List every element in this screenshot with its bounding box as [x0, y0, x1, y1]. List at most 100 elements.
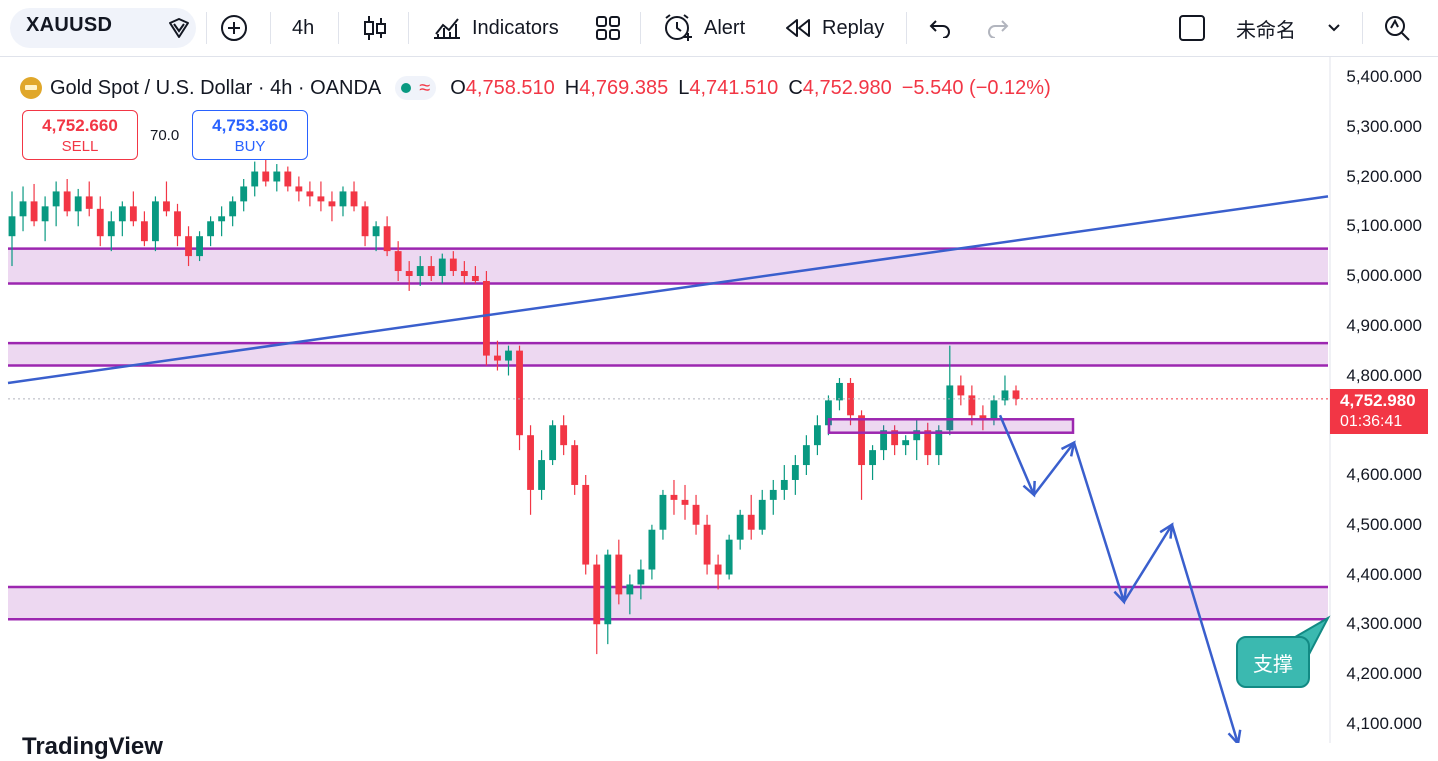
candle-body [240, 186, 248, 202]
candle-body [460, 271, 468, 276]
quick-search-icon[interactable] [1382, 0, 1412, 56]
candle-body [560, 425, 568, 446]
buy-price: 4,753.360 [212, 116, 288, 135]
candle-body [791, 465, 799, 480]
candle-body [714, 564, 722, 575]
layout-square-icon[interactable] [1178, 0, 1206, 56]
candle-body [163, 201, 170, 212]
candle-body [328, 201, 336, 207]
candle-body [273, 171, 281, 182]
toolbar-divider [408, 12, 409, 44]
projection-arrowhead [1060, 440, 1076, 457]
indicators-button[interactable]: Indicators [432, 0, 559, 56]
alert-button[interactable]: Alert [662, 0, 745, 56]
candle-body [659, 494, 667, 530]
low-value: 4,741.510 [689, 76, 779, 99]
candle-body [968, 395, 976, 416]
close-label: C [788, 76, 803, 99]
candle-body [494, 355, 501, 361]
chevron-down-icon[interactable] [1326, 0, 1342, 56]
price-axis-label: 4,800.000 [1346, 365, 1422, 385]
market-open-icon [401, 83, 412, 93]
indicators-label: Indicators [472, 16, 559, 39]
open-value: 4,758.510 [465, 76, 555, 99]
replay-label: Replay [822, 16, 885, 39]
layouts-grid-icon[interactable] [594, 0, 622, 56]
sell-price: 4,752.660 [42, 116, 118, 135]
symbol-search-box[interactable] [10, 8, 196, 48]
candle-body [471, 276, 479, 281]
price-axis-label: 4,600.000 [1346, 465, 1422, 484]
projection-arrowhead [1159, 522, 1174, 539]
candle-body [350, 191, 358, 207]
projection-arrowhead [1227, 729, 1242, 743]
candle-body [295, 186, 303, 192]
add-symbol-icon[interactable] [220, 0, 248, 56]
current-price-value: 4,752.980 [1340, 391, 1416, 410]
low-label: L [678, 76, 690, 99]
candle-body [74, 196, 82, 212]
toolbar-divider [206, 12, 207, 44]
projection-arrowhead [1113, 587, 1128, 605]
candle-body [52, 191, 60, 207]
candle-body [538, 460, 546, 490]
candle-body [196, 236, 203, 257]
candles-chart-type-icon[interactable] [362, 0, 388, 56]
buy-button[interactable]: 4,753.360 BUY [192, 110, 308, 160]
layout-name[interactable]: 未命名 [1236, 19, 1296, 42]
sell-label: SELL [61, 138, 99, 155]
alert-label: Alert [704, 16, 746, 39]
candle-body [317, 196, 325, 202]
zone-2-fill [8, 586, 1328, 620]
buy-label: BUY [234, 138, 266, 155]
high-label: H [564, 76, 580, 99]
zone-0-fill [8, 248, 1328, 284]
candle-body [858, 415, 865, 466]
price-axis-label: 5,100.000 [1346, 216, 1422, 236]
candle-body [527, 435, 534, 490]
candle-body [571, 445, 579, 485]
price-chart[interactable] [0, 0, 1438, 743]
candle-body [516, 350, 523, 436]
symbol-label[interactable]: XAUUSD [26, 14, 113, 36]
toolbar-divider [640, 12, 641, 44]
top-toolbar: XAUUSD 4h Indicators Alert Replay 未命名 [0, 0, 1438, 57]
candle-body [626, 584, 634, 595]
candle-body [913, 430, 921, 441]
candle-body [813, 425, 821, 446]
price-axis-label: 4,400.000 [1346, 564, 1422, 584]
candle-body [30, 201, 38, 222]
candle-body [736, 514, 744, 540]
candle-body [681, 499, 689, 505]
support-callout[interactable]: 支撑 [1236, 636, 1310, 688]
candle-body [725, 539, 733, 575]
candle-body [825, 400, 832, 426]
sell-button[interactable]: 4,752.660 SELL [22, 110, 138, 160]
favorite-icon[interactable] [166, 0, 192, 56]
candle-body [251, 171, 259, 187]
price-axis-label: 4,300.000 [1346, 614, 1422, 634]
interval-button[interactable]: 4h [292, 16, 315, 39]
toolbar-divider [270, 12, 271, 44]
candle-body [63, 191, 71, 212]
candle-body [747, 514, 755, 530]
price-axis-label: 5,000.000 [1346, 266, 1422, 285]
candle-body [758, 499, 766, 530]
rewind-icon [786, 19, 810, 37]
market-status-badge[interactable]: ≈ [395, 76, 437, 100]
candle-body [869, 450, 876, 466]
candle-body [174, 211, 181, 237]
candle-body [648, 529, 656, 570]
candle-body [185, 236, 192, 257]
legend-title[interactable]: Gold Spot / U.S. Dollar · 4h · OANDA [50, 76, 382, 99]
candle-body [505, 350, 512, 361]
candle-body [140, 221, 148, 242]
price-axis-label: 4,500.000 [1346, 514, 1422, 534]
candle-body [19, 201, 27, 217]
candle-body [979, 415, 987, 421]
redo-icon[interactable] [986, 0, 1010, 56]
replay-button[interactable]: Replay [784, 0, 884, 56]
candle-body [549, 425, 557, 461]
undo-icon[interactable] [928, 0, 952, 56]
tradingview-watermark: TradingView [22, 733, 163, 760]
